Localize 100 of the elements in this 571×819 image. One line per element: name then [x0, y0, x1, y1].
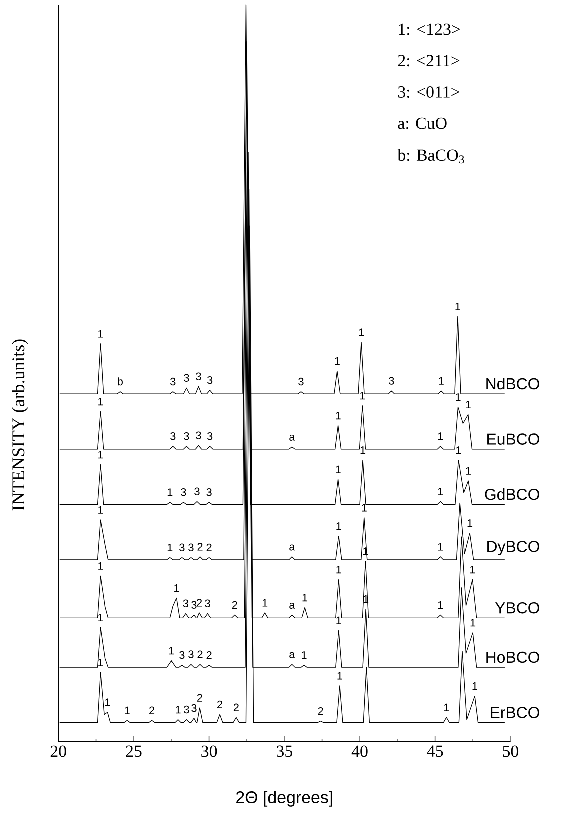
annotation: 2 — [234, 704, 239, 712]
annotation: 1 — [470, 566, 476, 574]
annotation: 3 — [389, 377, 394, 385]
annotation: 1 — [438, 601, 444, 609]
annotation: 1 — [302, 652, 307, 660]
annotation: 2 — [150, 706, 155, 714]
annotation: 1 — [98, 398, 104, 406]
annotation: 1 — [439, 377, 444, 385]
annotation: 1 — [106, 698, 110, 706]
annotation: 1 — [125, 706, 130, 714]
annotation: 1 — [176, 706, 181, 714]
annotation: 3 — [298, 378, 304, 386]
annotation: 1 — [456, 302, 460, 310]
x-tick-label: 30 — [202, 746, 218, 758]
annotation: 1 — [302, 594, 308, 602]
annotation: 1 — [336, 412, 341, 420]
annotation: 1 — [444, 704, 450, 712]
annotation: 3 — [192, 704, 197, 712]
annotation: 3 — [188, 544, 194, 552]
annotation: 1 — [98, 506, 104, 514]
annotation: 1: <123> — [399, 24, 460, 36]
annotation: a — [290, 652, 296, 658]
annotation: 2 — [318, 707, 324, 716]
annotation: 2 — [197, 694, 202, 702]
x-tick-label: 35 — [276, 746, 292, 758]
annotation: a — [290, 602, 296, 609]
annotation: 2 — [232, 601, 238, 609]
annotation: 1 — [360, 392, 366, 400]
x-axis-title: 2Θ [degrees] — [236, 791, 332, 807]
series-label: DyBCO — [488, 541, 540, 556]
annotation: a — [290, 544, 296, 551]
x-tick-label: 50 — [503, 746, 519, 758]
annotation: 1 — [456, 394, 461, 402]
annotation: 2 — [206, 544, 212, 552]
annotation: 3 — [196, 432, 202, 440]
annotation: 1 — [360, 446, 366, 454]
annotation: b — [118, 378, 123, 386]
annotation: 1 — [456, 446, 462, 454]
annotation: 1 — [98, 330, 104, 338]
annotation: 3 — [170, 432, 176, 440]
annotation: 3 — [170, 378, 176, 386]
annotation: 1 — [98, 658, 104, 666]
series-label: EuBCO — [488, 434, 540, 445]
annotation: 1 — [98, 562, 104, 570]
annotation: 1 — [438, 432, 444, 440]
annotation: 3 — [194, 488, 200, 496]
annotation: 3: <011> — [398, 86, 460, 98]
annotation: 3 — [192, 601, 197, 609]
annotation: 1 — [174, 584, 180, 592]
annotation: 1 — [438, 543, 444, 551]
annotation: 2 — [206, 651, 212, 660]
annotation: 1 — [438, 488, 444, 496]
annotation: 1 — [336, 566, 342, 574]
annotation: 3 — [184, 706, 190, 714]
annotation: 1 — [168, 488, 173, 496]
annotation: a — [290, 434, 296, 441]
series-label: NdBCO — [486, 378, 540, 390]
annotation: a: CuO — [398, 118, 447, 130]
annotation: 1 — [466, 400, 471, 409]
annotation: 1 — [98, 451, 104, 459]
annotation: 1 — [466, 467, 472, 475]
annotation: 2 — [198, 650, 203, 658]
series-label: GdBCO — [485, 488, 540, 500]
annotation: 1 — [98, 614, 104, 622]
x-tick-label: 25 — [126, 746, 142, 758]
annotation: b: BaCO$_{3}$ — [398, 149, 464, 164]
annotation: 3 — [207, 432, 213, 440]
annotation: 1 — [359, 328, 364, 336]
annotation: 3 — [180, 651, 185, 660]
annotation: 1 — [335, 358, 340, 366]
annotation: 3 — [184, 374, 190, 382]
annotation: 1 — [169, 647, 174, 655]
annotation: 1 — [336, 616, 342, 624]
annotation: 2 — [197, 599, 202, 607]
series-label: YBCO — [495, 602, 540, 614]
annotation: 1 — [168, 544, 173, 552]
x-tick-label: 40 — [352, 746, 368, 758]
annotation: 2: <211> — [398, 55, 460, 67]
annotation: 3 — [188, 650, 194, 658]
annotation: 1 — [262, 599, 268, 607]
x-tick-label: 20 — [50, 746, 66, 758]
series-label: HoBCO — [486, 652, 540, 664]
annotation: 3 — [207, 376, 213, 384]
x-tick-label: 45 — [427, 746, 444, 758]
annotation: 3 — [183, 600, 189, 608]
annotation: 1 — [336, 522, 342, 530]
annotation: 1 — [468, 520, 473, 528]
series-label: ErBCO — [491, 707, 540, 718]
annotation: 1 — [472, 682, 478, 690]
annotation: 3 — [180, 544, 185, 552]
annotation: 3 — [196, 372, 202, 381]
annotation: 1 — [362, 504, 367, 512]
annotation: 3 — [206, 488, 212, 496]
annotation: 3 — [181, 488, 186, 496]
annotation: 1 — [470, 619, 476, 627]
annotation: 3 — [205, 600, 210, 608]
annotation: 3 — [184, 432, 190, 440]
annotation: 2 — [218, 700, 222, 708]
annotation: 1 — [336, 466, 341, 474]
y-axis-title: INTENSITY (arb.units) — [12, 340, 28, 511]
